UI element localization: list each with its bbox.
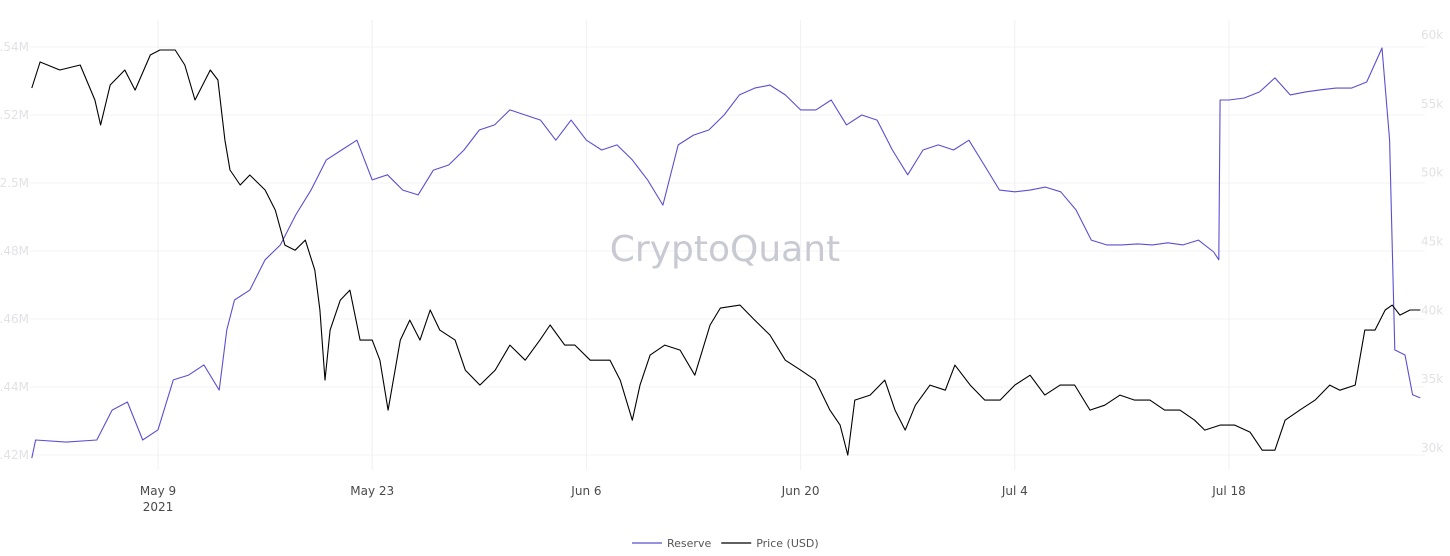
axes: 2.42M 2.44M 2.46M 2.48M 2.5M 2.52M 2.54M 30k 35k… [0, 28, 1443, 514]
y-right-tick-label: 50k [1421, 166, 1443, 180]
legend-item[interactable]: Reserve [632, 537, 711, 550]
grid [30, 20, 1425, 470]
y-right-tick-label: 60k [1421, 28, 1443, 42]
y-left-tick-label: 2.46M [0, 312, 29, 326]
series-layer [31, 47, 1421, 459]
series-line-reserve [31, 47, 1421, 459]
legend-label: Price (USD) [756, 537, 818, 550]
y-left-tick-label: 2.52M [0, 108, 29, 122]
legend[interactable]: Reserve Price (USD) [632, 537, 819, 550]
x-tick-label: May 9 [140, 484, 176, 498]
y-right-tick-label: 55k [1421, 97, 1443, 111]
x-tick-label: Jun 6 [570, 484, 601, 498]
y-right-tick-label: 35k [1421, 372, 1443, 386]
y-left-tick-label: 2.44M [0, 380, 29, 394]
y-left-tick-label: 2.5M [0, 176, 29, 190]
y-left-tick-label: 2.42M [0, 448, 29, 462]
x-tick-label: Jul 4 [1001, 484, 1028, 498]
legend-item[interactable]: Price (USD) [721, 537, 819, 550]
x-tick-year-label: 2021 [143, 500, 174, 514]
x-tick-label: Jun 20 [781, 484, 820, 498]
series-line-price-usd [31, 49, 1421, 456]
x-tick-label: Jul 18 [1211, 484, 1246, 498]
y-right-tick-label: 30k [1421, 441, 1443, 455]
legend-label: Reserve [667, 537, 711, 550]
y-right-tick-label: 40k [1421, 303, 1443, 317]
watermark-logo: CryptoQuant [610, 229, 840, 270]
y-left-tick-label: 2.48M [0, 244, 29, 258]
y-right-tick-label: 45k [1421, 234, 1443, 248]
y-left-tick-label: 2.54M [0, 40, 29, 54]
x-tick-label: May 23 [350, 484, 394, 498]
